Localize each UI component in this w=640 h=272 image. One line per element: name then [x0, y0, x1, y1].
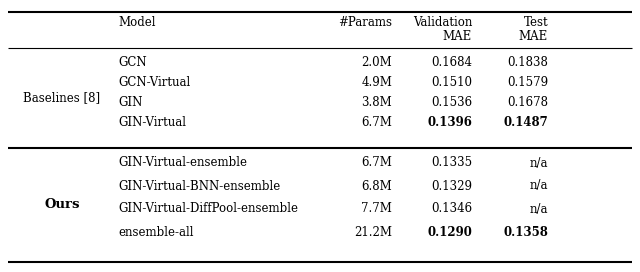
Text: n/a: n/a [529, 202, 548, 215]
Text: n/a: n/a [529, 156, 548, 169]
Text: GIN-Virtual: GIN-Virtual [118, 116, 186, 129]
Text: Validation: Validation [413, 16, 472, 29]
Text: 0.1396: 0.1396 [427, 116, 472, 129]
Text: 0.1335: 0.1335 [431, 156, 472, 169]
Text: GCN: GCN [118, 57, 147, 70]
Text: GIN-Virtual-BNN-ensemble: GIN-Virtual-BNN-ensemble [118, 180, 280, 193]
Text: MAE: MAE [519, 29, 548, 42]
Text: 6.8M: 6.8M [361, 180, 392, 193]
Text: 4.9M: 4.9M [361, 76, 392, 89]
Text: 0.1838: 0.1838 [507, 57, 548, 70]
Text: n/a: n/a [529, 180, 548, 193]
Text: 0.1487: 0.1487 [503, 116, 548, 129]
Text: 0.1536: 0.1536 [431, 97, 472, 110]
Text: GIN-Virtual-ensemble: GIN-Virtual-ensemble [118, 156, 247, 169]
Text: GCN-Virtual: GCN-Virtual [118, 76, 190, 89]
Text: 0.1358: 0.1358 [503, 225, 548, 239]
Text: 0.1678: 0.1678 [507, 97, 548, 110]
Text: ensemble-all: ensemble-all [118, 225, 193, 239]
Text: #Params: #Params [338, 16, 392, 29]
Text: 7.7M: 7.7M [361, 202, 392, 215]
Text: 0.1329: 0.1329 [431, 180, 472, 193]
Text: 3.8M: 3.8M [361, 97, 392, 110]
Text: 0.1579: 0.1579 [507, 76, 548, 89]
Text: Ours: Ours [44, 199, 80, 212]
Text: 6.7M: 6.7M [361, 156, 392, 169]
Text: Test: Test [524, 16, 548, 29]
Text: 6.7M: 6.7M [361, 116, 392, 129]
Text: 0.1684: 0.1684 [431, 57, 472, 70]
Text: GIN: GIN [118, 97, 142, 110]
Text: MAE: MAE [443, 29, 472, 42]
Text: GIN-Virtual-DiffPool-ensemble: GIN-Virtual-DiffPool-ensemble [118, 202, 298, 215]
Text: 2.0M: 2.0M [361, 57, 392, 70]
Text: 0.1290: 0.1290 [427, 225, 472, 239]
Text: 0.1346: 0.1346 [431, 202, 472, 215]
Text: Model: Model [118, 16, 156, 29]
Text: Baselines [8]: Baselines [8] [24, 91, 100, 104]
Text: 0.1510: 0.1510 [431, 76, 472, 89]
Text: 21.2M: 21.2M [354, 225, 392, 239]
